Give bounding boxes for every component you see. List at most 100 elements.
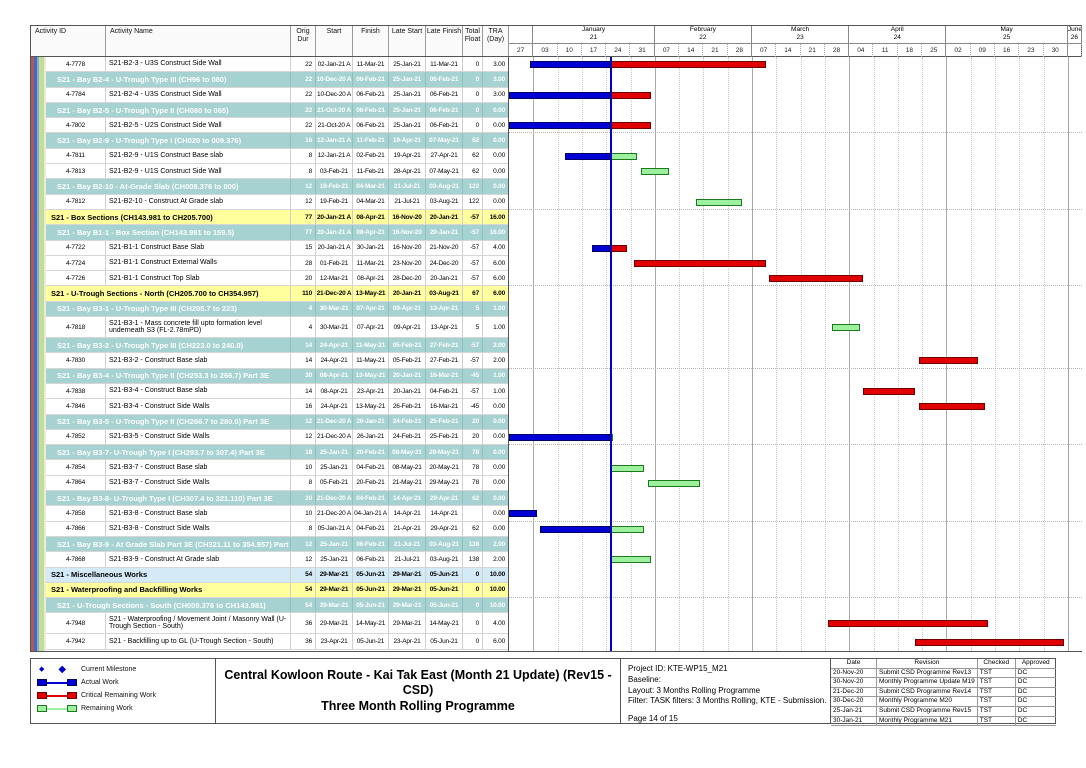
total-float-cell: -57 xyxy=(463,338,483,353)
revision-row: 30-Dec-20 Monthly Programme M20 TST DC xyxy=(831,697,1056,707)
band-row: S21 - Bay B1-1 - Box Section (CH143.981 … xyxy=(31,225,508,241)
tra-cell: 0.00 xyxy=(483,476,508,490)
band-name-cell: S21 - Bay B2-9 - U-Trough Type I (CH020 … xyxy=(31,133,291,148)
orig-dur-cell: 14 xyxy=(291,353,316,368)
critical-bar-icon xyxy=(37,692,81,699)
tra-cell: 0.00 xyxy=(483,522,508,536)
total-float-cell: 67 xyxy=(463,286,483,301)
gantt-bar-remaining xyxy=(696,198,742,206)
finish-cell: 04-Feb-21 xyxy=(353,460,389,475)
orig-dur-cell: 10 xyxy=(291,460,316,475)
group-row: S21 - Miscellaneous Works 54 29-Mar-21 05-J… xyxy=(31,567,508,583)
start-cell: 25-Jan-21 xyxy=(316,536,353,552)
tra-cell: 0.00 xyxy=(483,415,508,429)
start-cell: 12-Jan-21 A xyxy=(316,148,353,164)
gantt-row xyxy=(509,369,1082,384)
late-start-cell: 21-May-21 xyxy=(389,475,426,491)
late-finish-cell: 20-Jan-21 xyxy=(426,209,463,225)
revision-row: 30-Jan-21 Monthly Programme M21 TST DC xyxy=(831,716,1056,727)
activity-name-cell: S21-B2-5 - U2S Construct Side Wall xyxy=(106,118,291,133)
orig-dur-cell: 22 xyxy=(291,57,316,72)
start-cell: 24-Apr-21 xyxy=(316,338,353,353)
late-finish-cell: 05-Jun-21 xyxy=(426,634,463,649)
late-finish-cell: 21-Nov-20 xyxy=(426,240,463,255)
finish-cell: 14-May-21 xyxy=(353,613,389,634)
revision-header-cell: Checked xyxy=(978,659,1016,668)
band-row: S21 - Bay B2-10 - At-Grade Slab (CH009.3… xyxy=(31,179,508,195)
orig-dur-cell: 28 xyxy=(291,255,316,271)
month-name: May xyxy=(1000,26,1013,33)
finish-cell: 05-Jun-21 xyxy=(353,634,389,649)
activity-row: 4-7838 S21-B3-4 - Construct Base slab 14 08… xyxy=(31,383,508,400)
gantt-row xyxy=(509,537,1082,552)
orig-dur-cell: 54 xyxy=(291,582,316,598)
activity-id-cell: 4-7866 xyxy=(31,521,106,536)
late-finish-cell: 05-Jun-21 xyxy=(426,582,463,598)
gantt-bar-remaining xyxy=(831,324,860,332)
total-float-cell: 5 xyxy=(463,301,483,317)
revision-header-cell: Revision xyxy=(877,659,978,668)
finish-cell: 13-May-21 xyxy=(353,368,389,383)
late-start-cell: 25-Jan-21 xyxy=(389,57,426,72)
band-name-cell: S21 - U-Trough Sections - South (CH009.3… xyxy=(31,598,291,613)
gantt-row xyxy=(509,338,1082,353)
finish-cell: 11-Feb-21 xyxy=(353,133,389,148)
gantt-bar-actual xyxy=(592,244,610,252)
band-name-cell: S21 - Bay B1-1 - Box Section (CH143.981 … xyxy=(31,225,291,240)
activity-id-cell: 4-7864 xyxy=(31,475,106,491)
late-start-cell: 05-Feb-21 xyxy=(389,338,426,353)
tra-cell: 1.00 xyxy=(483,384,508,398)
finish-cell: 11-Feb-21 xyxy=(353,164,389,179)
week-tick xyxy=(1068,44,1082,57)
total-float-cell: -57 xyxy=(463,353,483,368)
gantt-row xyxy=(509,179,1082,194)
late-finish-cell: 20-Jan-21 xyxy=(426,225,463,240)
gantt-row xyxy=(509,133,1082,148)
gantt-bar-remaining xyxy=(640,168,669,176)
activity-name-cell: S21-B3-8 - Construct Side Walls xyxy=(106,521,291,536)
timeline-months: January 21 February 22 March 23 April 24 May 25 Ju… xyxy=(509,26,1082,44)
orig-dur-cell: 22 xyxy=(291,87,316,102)
finish-cell: 02-Feb-21 xyxy=(353,148,389,164)
grid-week-line xyxy=(509,57,875,651)
tra-cell: 0.00 xyxy=(483,103,508,117)
band-name-cell: S21 - Waterproofing and Backfilling Work… xyxy=(31,582,291,598)
late-finish-cell: 03-Aug-21 xyxy=(426,536,463,552)
month-band-january: January 21 xyxy=(533,26,655,43)
total-float-cell: -57 xyxy=(463,255,483,271)
gantt-row xyxy=(509,568,1082,583)
gantt-bar-remaining xyxy=(609,556,652,564)
late-finish-cell: 13-Apr-21 xyxy=(426,317,463,338)
total-float-cell: -57 xyxy=(463,225,483,240)
activity-row: 4-7868 S21-B3-9 - Construct At Grade slab… xyxy=(31,552,508,568)
group-row: S21 - Waterproofing and Backfilling Work… xyxy=(31,582,508,599)
band-name-cell: S21 - Bay B2-5 - U-Trough Type II (CH080… xyxy=(31,102,291,118)
band-name-cell: S21 - Bay B2-4 - U-Trough Type III (CH96… xyxy=(31,72,291,87)
grid-week-line xyxy=(509,57,948,651)
grid-week-line xyxy=(509,57,1045,651)
band-row: S21 - Bay B3-4 - U-Trough Type II (CH253… xyxy=(31,368,508,384)
orig-dur-cell: 77 xyxy=(291,209,316,225)
gantt-bar-actual xyxy=(509,122,610,130)
grid-week-line xyxy=(509,57,899,651)
revision-approved: DC xyxy=(1017,678,1028,686)
legend-label: Remaining Work xyxy=(81,705,133,712)
tra-cell: 0.00 xyxy=(483,445,508,459)
gantt-bar-actual xyxy=(509,91,610,99)
orig-dur-cell: 4 xyxy=(291,317,316,338)
legend-label: Actual Work xyxy=(81,679,119,686)
total-float-cell: 62 xyxy=(463,164,483,179)
gantt-row xyxy=(509,88,1082,103)
activity-id-cell: 4-7858 xyxy=(31,506,106,521)
month-number: 26 xyxy=(1070,33,1079,41)
activity-name-cell: S21-B3-2 - Construct Base slab xyxy=(106,353,291,368)
legend-item: Remaining Work xyxy=(37,702,215,715)
start-cell: 25-Jan-21 xyxy=(316,460,353,475)
start-cell: 21-Oct-20 A xyxy=(316,118,353,133)
wbs-band-stripes xyxy=(31,57,46,651)
tra-cell: 3.00 xyxy=(483,57,508,71)
gantt-chart: January 21 February 22 March 23 April 24 May 25 Ju… xyxy=(509,26,1082,651)
grid-week-line xyxy=(509,57,656,651)
revision-approved: DC xyxy=(1017,716,1028,724)
revision-desc: Monthly Programme Update M19 xyxy=(877,678,978,687)
